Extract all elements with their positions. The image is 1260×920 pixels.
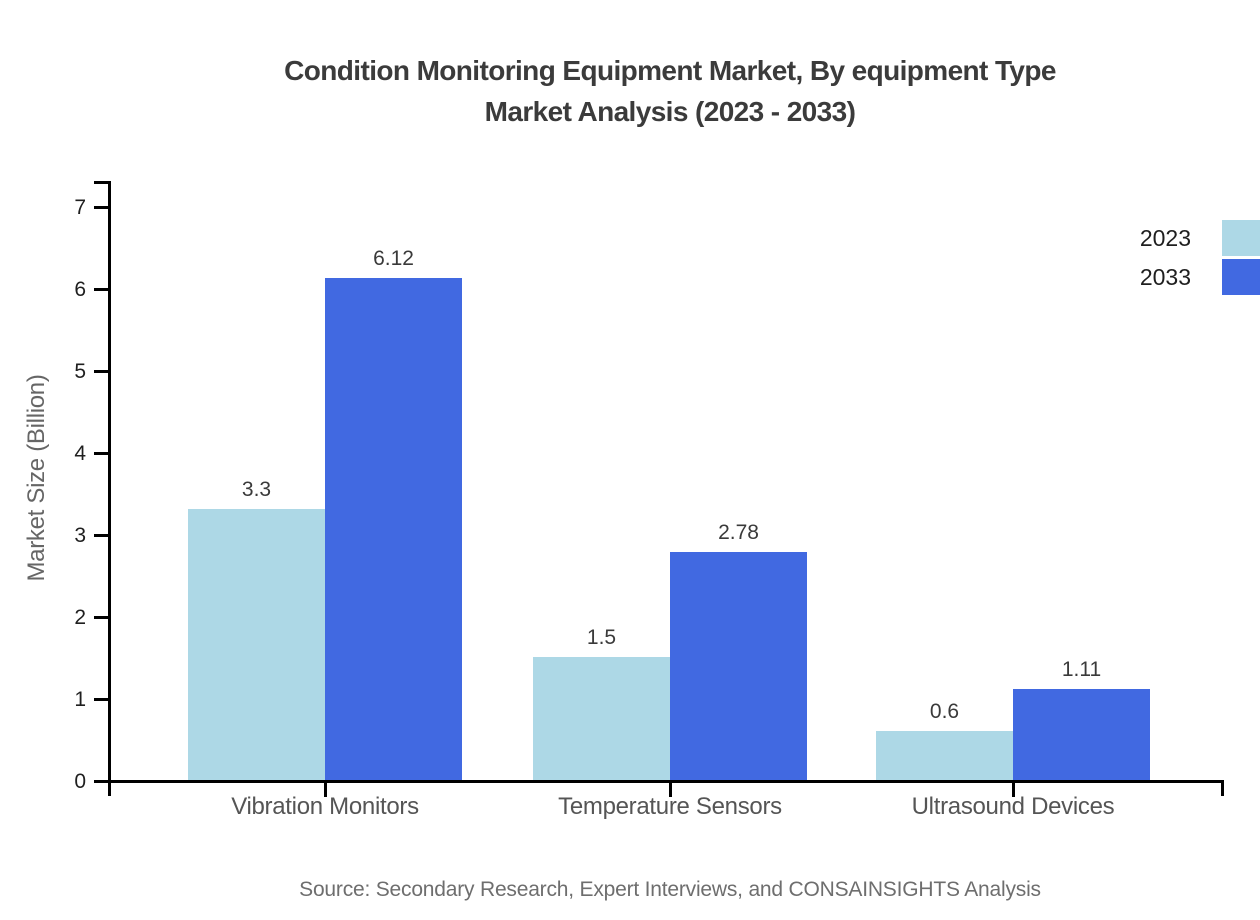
bar-value-label-2033-2: 1.11 <box>1061 658 1102 681</box>
source-note: Source: Secondary Research, Expert Inter… <box>299 878 1041 901</box>
y-tick-label-5: 5 <box>74 359 86 383</box>
y-tick-label-0: 0 <box>74 769 86 793</box>
bar-2033-1 <box>670 552 807 780</box>
bar-value-label-2033-1: 2.78 <box>718 521 759 544</box>
legend-label-2033: 2033 <box>1139 263 1191 290</box>
y-tick-label-7: 7 <box>74 195 86 219</box>
bar-2033-0 <box>325 278 462 780</box>
y-tick-1 <box>94 698 108 701</box>
y-axis-end-tick <box>94 181 108 184</box>
bar-2023-1 <box>533 657 670 780</box>
legend-item-2023: 2023 <box>1140 220 1260 256</box>
y-tick-2 <box>94 616 108 619</box>
y-tick-0 <box>94 780 108 783</box>
bar-value-label-2033-0: 6.12 <box>373 247 414 270</box>
x-category-label-1: Temperature Sensors <box>558 793 782 820</box>
y-axis-label: Market Size (Billion) <box>23 374 50 582</box>
legend-label-2023: 2023 <box>1139 224 1191 251</box>
x-tick-2 <box>1011 783 1015 797</box>
bar-value-label-2023-2: 0.6 <box>929 700 960 723</box>
legend-item-2033: 2033 <box>1140 259 1260 295</box>
chart-title: Condition Monitoring Equipment Market, B… <box>80 50 1260 132</box>
bar-value-label-2023-1: 1.5 <box>586 626 617 649</box>
x-category-label-0: Vibration Monitors <box>231 793 419 820</box>
y-tick-6 <box>94 288 108 291</box>
legend: 2023 2033 <box>1140 220 1260 298</box>
y-tick-label-2: 2 <box>74 605 86 629</box>
x-tick-0 <box>323 783 327 797</box>
bar-2033-2 <box>1013 689 1150 780</box>
x-axis-spine <box>108 780 1224 783</box>
y-tick-4 <box>94 452 108 455</box>
y-tick-label-3: 3 <box>74 523 86 547</box>
y-tick-label-4: 4 <box>74 441 86 465</box>
bar-2023-2 <box>876 731 1013 780</box>
x-tick-1 <box>668 783 672 797</box>
y-tick-label-1: 1 <box>74 687 86 711</box>
y-tick-7 <box>94 206 108 209</box>
y-tick-3 <box>94 534 108 537</box>
y-tick-5 <box>94 370 108 373</box>
y-tick-label-6: 6 <box>74 277 86 301</box>
chart-title-line2: Market Analysis (2023 - 2033) <box>484 96 856 127</box>
y-axis-spine <box>108 181 111 796</box>
bar-value-label-2023-0: 3.3 <box>241 478 272 501</box>
x-category-label-2: Ultrasound Devices <box>911 793 1115 820</box>
chart-title-line1: Condition Monitoring Equipment Market, B… <box>284 55 1056 86</box>
legend-swatch-2033 <box>1222 259 1260 295</box>
bar-2023-0 <box>188 509 325 780</box>
x-axis-end-tick <box>1221 783 1224 796</box>
legend-swatch-2023 <box>1222 220 1260 256</box>
